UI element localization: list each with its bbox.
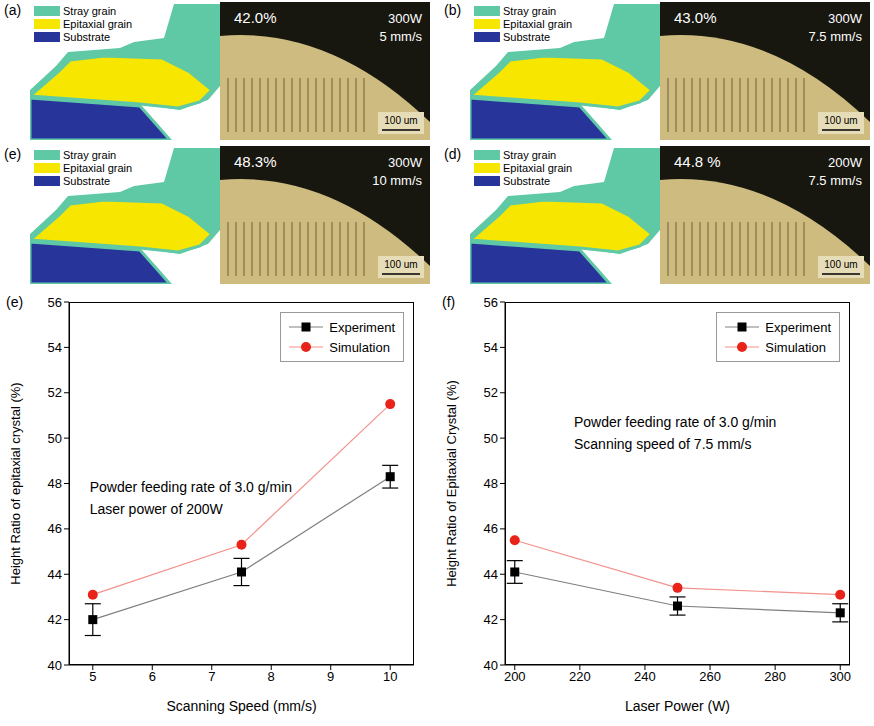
html-text:Experiment: Experiment [329, 319, 395, 335]
svg-text:100 um: 100 um [384, 259, 417, 270]
svg-text:42.0%: 42.0% [234, 9, 277, 26]
html-text:(b): (b) [444, 2, 462, 18]
svg-text:40: 40 [484, 658, 498, 673]
svg-text:240: 240 [634, 669, 656, 684]
svg-text:44: 44 [48, 567, 62, 582]
svg-text:5: 5 [89, 669, 96, 684]
html-text:Experiment: Experiment [765, 319, 831, 335]
svg-text:52: 52 [48, 385, 62, 400]
svg-text:9: 9 [327, 669, 334, 684]
svg-text:10 mm/s: 10 mm/s [372, 173, 422, 188]
svg-text:Substrate: Substrate [503, 31, 550, 43]
svg-text:Epitaxial grain: Epitaxial grain [63, 162, 132, 174]
svg-text:43.0%: 43.0% [674, 9, 717, 26]
html-text:(d): (d) [444, 146, 462, 162]
svg-text:Laser Power (W): Laser Power (W) [625, 698, 730, 714]
html-text:(e): (e) [6, 294, 24, 310]
svg-text:Substrate: Substrate [503, 175, 550, 187]
svg-text:Stray grain: Stray grain [63, 149, 116, 161]
html-text:(a): (a) [4, 2, 22, 18]
svg-text:100 um: 100 um [824, 115, 857, 126]
svg-text:54: 54 [48, 340, 62, 355]
svg-text:300: 300 [829, 669, 851, 684]
svg-text:260: 260 [699, 669, 721, 684]
svg-text:280: 280 [764, 669, 786, 684]
svg-text:220: 220 [569, 669, 591, 684]
svg-text:300W: 300W [388, 155, 423, 170]
svg-text:46: 46 [484, 521, 498, 536]
svg-text:10: 10 [383, 669, 397, 684]
svg-text:300W: 300W [388, 11, 423, 26]
svg-text:56: 56 [48, 295, 62, 310]
svg-text:44: 44 [484, 567, 498, 582]
svg-text:Scanning Speed (mm/s): Scanning Speed (mm/s) [166, 698, 316, 714]
svg-text:Stray grain: Stray grain [503, 149, 556, 161]
html-text:Simulation: Simulation [329, 339, 390, 355]
svg-text:Epitaxial grain: Epitaxial grain [503, 18, 572, 30]
svg-text:Substrate: Substrate [63, 175, 110, 187]
svg-text:56: 56 [484, 295, 498, 310]
svg-text:48: 48 [48, 476, 62, 491]
svg-text:5 mm/s: 5 mm/s [379, 29, 422, 44]
svg-text:Stray grain: Stray grain [63, 5, 116, 17]
svg-text:Epitaxial grain: Epitaxial grain [503, 162, 572, 174]
svg-text:42: 42 [48, 612, 62, 627]
svg-text:200: 200 [504, 669, 526, 684]
svg-text:40: 40 [48, 658, 62, 673]
svg-text:7.5 mm/s: 7.5 mm/s [809, 29, 863, 44]
svg-text:Substrate: Substrate [63, 31, 110, 43]
html-text:Powder feeding rate of 3.0 g/m: Powder feeding rate of 3.0 g/min [574, 413, 777, 430]
html-text:Scanning speed of 7.5 mm/s: Scanning speed of 7.5 mm/s [574, 435, 752, 452]
svg-text:6: 6 [149, 669, 156, 684]
html-text:Powder feeding rate of 3.0 g/m: Powder feeding rate of 3.0 g/min [89, 479, 292, 496]
svg-text:100 um: 100 um [384, 115, 417, 126]
svg-text:46: 46 [48, 521, 62, 536]
svg-text:300W: 300W [828, 11, 863, 26]
svg-text:54: 54 [484, 340, 498, 355]
html-text:Simulation: Simulation [765, 339, 826, 355]
svg-text:48.3%: 48.3% [234, 153, 277, 170]
svg-text:100 um: 100 um [824, 259, 857, 270]
svg-text:Stray grain: Stray grain [503, 5, 556, 17]
svg-text:42: 42 [484, 612, 498, 627]
svg-text:Height Ratio of epitaxial crys: Height Ratio of epitaxial crystal (%) [8, 382, 23, 584]
html-text:(e): (e) [4, 146, 22, 162]
html-text:Laser power of 200W: Laser power of 200W [89, 501, 223, 518]
html-text:(f): (f) [442, 294, 456, 310]
svg-text:8: 8 [268, 669, 275, 684]
svg-text:7.5 mm/s: 7.5 mm/s [809, 173, 863, 188]
svg-text:200W: 200W [828, 155, 863, 170]
svg-text:Height Ratio of Epitaxial Crys: Height Ratio of Epitaxial Crystal (%) [444, 380, 459, 587]
svg-text:48: 48 [484, 476, 498, 491]
svg-text:44.8 %: 44.8 % [674, 153, 721, 170]
svg-text:52: 52 [484, 385, 498, 400]
svg-text:50: 50 [484, 431, 498, 446]
svg-text:7: 7 [208, 669, 215, 684]
svg-text:Epitaxial grain: Epitaxial grain [63, 18, 132, 30]
svg-text:50: 50 [48, 431, 62, 446]
